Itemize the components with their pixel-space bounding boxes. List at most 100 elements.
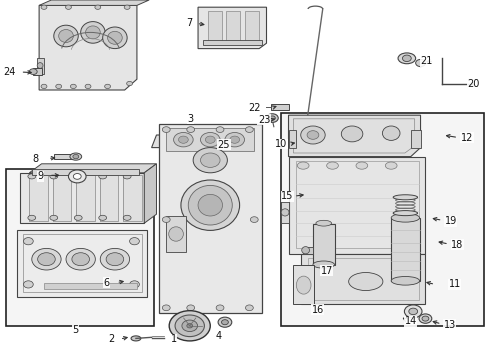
Ellipse shape	[200, 153, 220, 167]
Ellipse shape	[200, 132, 220, 147]
Ellipse shape	[390, 213, 419, 222]
Polygon shape	[176, 138, 188, 145]
Ellipse shape	[28, 174, 36, 179]
Ellipse shape	[54, 25, 78, 47]
Ellipse shape	[205, 136, 215, 143]
Ellipse shape	[296, 276, 310, 294]
Polygon shape	[29, 175, 48, 221]
Text: 17: 17	[320, 266, 332, 276]
Text: 7: 7	[186, 18, 192, 28]
Ellipse shape	[106, 253, 123, 266]
Ellipse shape	[218, 317, 231, 327]
Polygon shape	[32, 169, 139, 175]
Polygon shape	[39, 5, 137, 90]
Polygon shape	[53, 175, 71, 221]
Ellipse shape	[32, 248, 61, 270]
Bar	[6, 169, 154, 326]
Polygon shape	[76, 175, 95, 221]
Ellipse shape	[173, 132, 193, 147]
Text: 3: 3	[187, 114, 193, 124]
Ellipse shape	[85, 26, 100, 39]
Ellipse shape	[198, 194, 222, 216]
Text: 13: 13	[443, 320, 455, 330]
Ellipse shape	[74, 174, 82, 179]
Polygon shape	[288, 115, 420, 157]
Ellipse shape	[216, 127, 224, 132]
Ellipse shape	[123, 174, 131, 179]
Polygon shape	[300, 254, 425, 304]
Polygon shape	[390, 218, 419, 281]
Polygon shape	[312, 224, 334, 265]
Polygon shape	[33, 68, 41, 75]
Text: 18: 18	[450, 240, 463, 250]
Polygon shape	[303, 247, 312, 254]
Ellipse shape	[297, 162, 308, 169]
Ellipse shape	[224, 132, 244, 147]
Polygon shape	[159, 124, 261, 313]
Text: 11: 11	[447, 279, 460, 289]
Polygon shape	[271, 104, 288, 110]
Polygon shape	[151, 135, 259, 148]
Ellipse shape	[23, 281, 33, 288]
Text: 24: 24	[3, 67, 16, 77]
Ellipse shape	[301, 247, 309, 254]
Ellipse shape	[315, 220, 331, 226]
Polygon shape	[166, 128, 254, 151]
Ellipse shape	[129, 281, 139, 288]
Ellipse shape	[281, 209, 288, 216]
Text: 6: 6	[103, 278, 109, 288]
Ellipse shape	[56, 84, 61, 89]
Ellipse shape	[41, 5, 47, 9]
Ellipse shape	[37, 63, 43, 68]
Text: 9: 9	[37, 171, 43, 181]
Polygon shape	[203, 40, 261, 45]
Polygon shape	[288, 130, 295, 148]
Ellipse shape	[70, 153, 81, 160]
Polygon shape	[37, 58, 44, 74]
Ellipse shape	[415, 59, 425, 67]
Ellipse shape	[99, 215, 106, 220]
Polygon shape	[198, 7, 266, 49]
Ellipse shape	[312, 261, 334, 268]
Text: 15: 15	[281, 191, 293, 201]
Ellipse shape	[408, 308, 417, 315]
Polygon shape	[195, 138, 207, 145]
Polygon shape	[39, 0, 149, 5]
Ellipse shape	[65, 5, 71, 9]
Polygon shape	[144, 164, 156, 223]
Ellipse shape	[385, 162, 396, 169]
Polygon shape	[123, 175, 142, 221]
Polygon shape	[166, 216, 185, 252]
Ellipse shape	[175, 315, 204, 337]
Ellipse shape	[162, 127, 170, 132]
Polygon shape	[244, 11, 258, 43]
Ellipse shape	[100, 248, 129, 270]
Ellipse shape	[421, 316, 428, 321]
Ellipse shape	[404, 305, 421, 318]
Ellipse shape	[123, 215, 131, 220]
Ellipse shape	[162, 217, 170, 222]
Ellipse shape	[418, 314, 431, 323]
Bar	[281, 113, 483, 326]
Text: 12: 12	[460, 132, 472, 143]
Ellipse shape	[245, 305, 253, 311]
Ellipse shape	[73, 174, 81, 179]
Ellipse shape	[124, 5, 130, 9]
Ellipse shape	[266, 114, 278, 122]
Ellipse shape	[193, 148, 227, 173]
Polygon shape	[288, 157, 425, 254]
Ellipse shape	[221, 320, 228, 325]
Ellipse shape	[186, 127, 194, 132]
Ellipse shape	[390, 276, 419, 285]
Text: 23: 23	[257, 114, 270, 125]
Text: 20: 20	[466, 78, 479, 89]
Text: 8: 8	[32, 154, 38, 164]
Ellipse shape	[41, 84, 47, 89]
Ellipse shape	[81, 22, 105, 43]
Polygon shape	[100, 175, 118, 221]
Polygon shape	[17, 230, 146, 297]
Ellipse shape	[382, 126, 399, 140]
Ellipse shape	[392, 211, 417, 216]
Polygon shape	[281, 202, 289, 223]
Ellipse shape	[126, 81, 132, 86]
